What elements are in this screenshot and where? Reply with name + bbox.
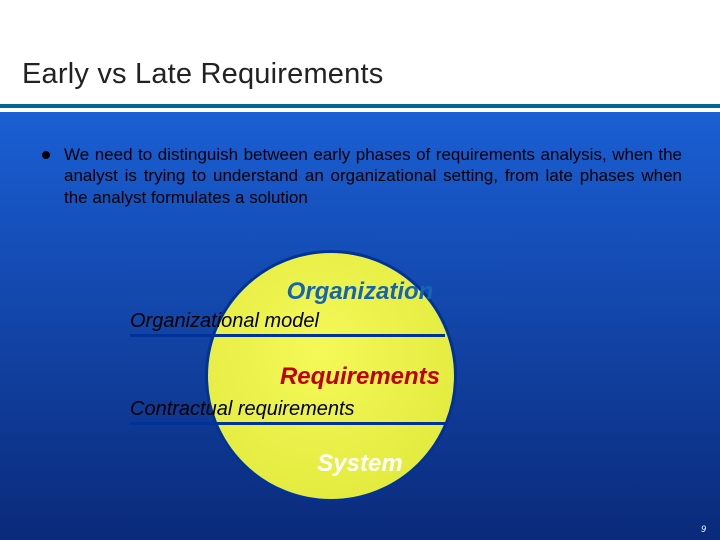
bullet-text: We need to distinguish between early pha… (64, 144, 682, 208)
bullet-item: We need to distinguish between early pha… (42, 144, 682, 208)
layer-underline-0 (130, 334, 445, 337)
circle-label-system: System (0, 450, 720, 478)
layer-label-organizational-model: Organizational model (130, 310, 319, 333)
title-bar: Early vs Late Requirements (0, 0, 720, 108)
layer-label-contractual-requirements: Contractual requirements (130, 398, 355, 421)
slide-title: Early vs Late Requirements (22, 58, 383, 91)
circle-label-requirements: Requirements (0, 363, 720, 391)
bullet-icon (42, 151, 50, 159)
circle-label-organization: Organization (0, 278, 720, 306)
slide: Early vs Late Requirements We need to di… (0, 0, 720, 540)
concept-diagram: Organization Organizational model Requir… (0, 250, 720, 510)
layer-underline-1 (130, 422, 445, 425)
page-number: 9 (701, 524, 706, 534)
